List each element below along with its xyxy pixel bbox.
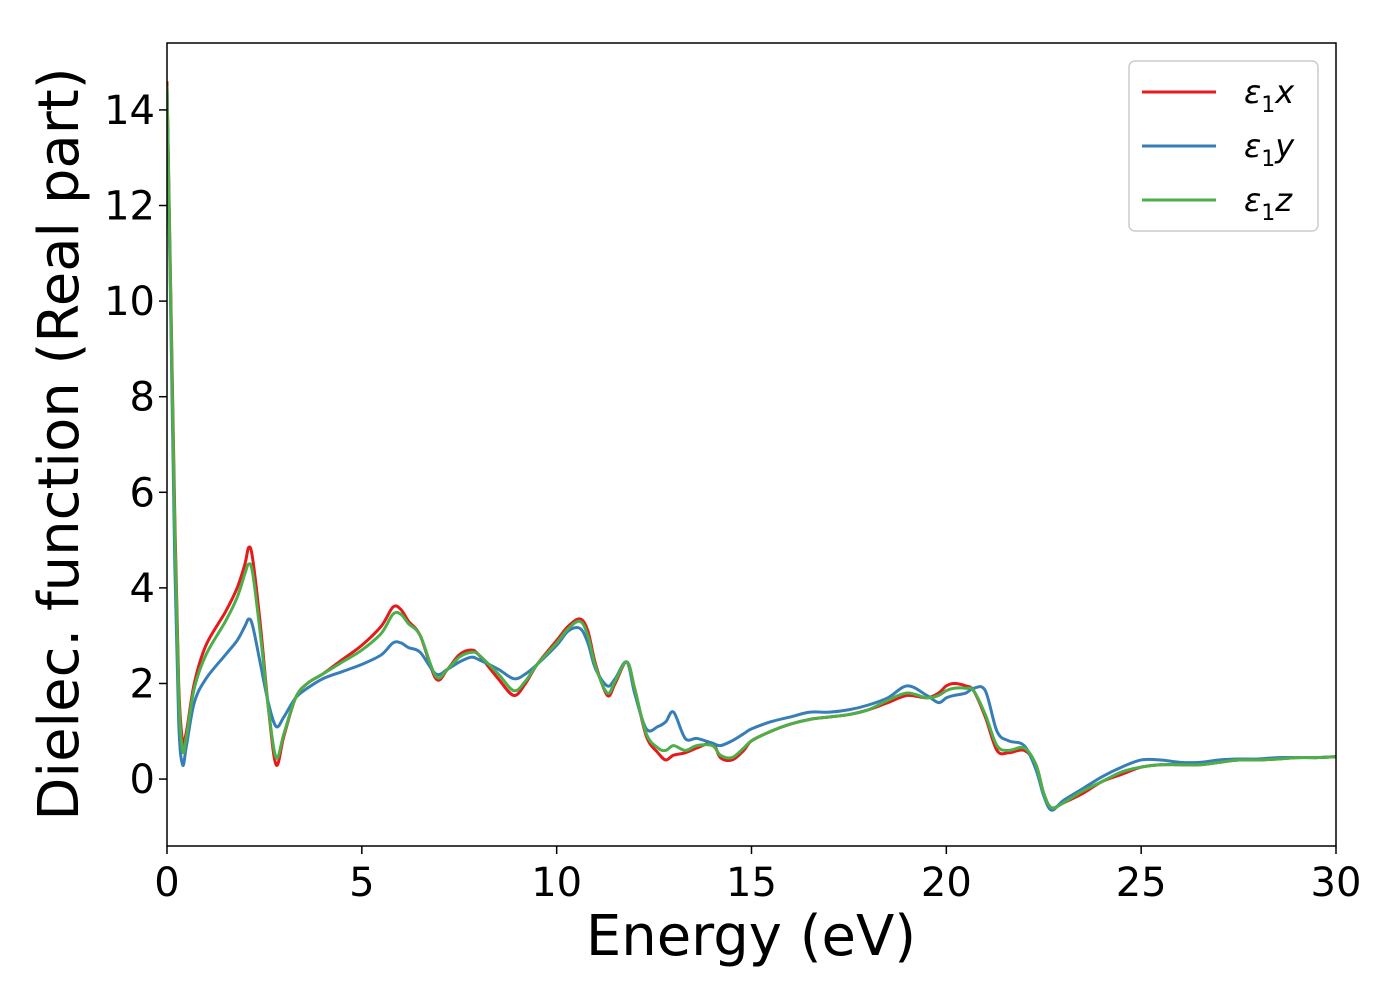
legend-box bbox=[1128, 60, 1319, 232]
y-tick-label: 14 bbox=[104, 88, 155, 134]
x-axis-title: Energy (eV) bbox=[586, 904, 916, 969]
y-tick-label: 6 bbox=[130, 470, 155, 516]
x-tick-label: 30 bbox=[1311, 860, 1362, 906]
y-tick-label: 8 bbox=[130, 375, 155, 421]
x-tick-label: 20 bbox=[921, 860, 972, 906]
legend-label-2: ε1y bbox=[1244, 127, 1295, 172]
x-tick-label: 25 bbox=[1116, 860, 1167, 906]
legend: ε1x ε1y ε1z bbox=[1128, 60, 1319, 232]
y-tick-label: 2 bbox=[130, 661, 155, 707]
y-tick-label: 12 bbox=[104, 184, 155, 230]
legend-label-1: ε1x bbox=[1244, 73, 1295, 118]
series-layer bbox=[167, 81, 1336, 812]
y-axis-ticks: 0 2 4 6 8 10 12 14 bbox=[104, 88, 167, 803]
x-tick-label: 15 bbox=[726, 860, 777, 906]
y-tick-label: 4 bbox=[130, 566, 155, 612]
y-tick-label: 10 bbox=[104, 279, 155, 325]
series-line-3 bbox=[167, 85, 1336, 810]
x-tick-label: 0 bbox=[154, 860, 179, 906]
y-tick-label: 0 bbox=[130, 757, 155, 803]
legend-label-3: ε1z bbox=[1244, 181, 1293, 226]
x-tick-label: 5 bbox=[349, 860, 374, 906]
x-axis-ticks: 0 5 10 15 20 25 30 bbox=[154, 846, 1361, 906]
x-tick-label: 10 bbox=[531, 860, 582, 906]
y-axis-title: Dielec. function (Real part) bbox=[27, 67, 92, 820]
